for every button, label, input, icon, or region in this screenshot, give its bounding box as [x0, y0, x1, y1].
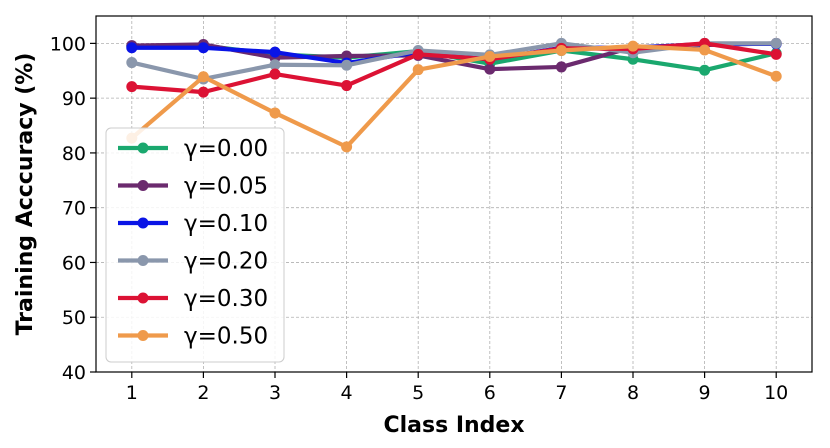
data-point: [126, 57, 138, 69]
x-tick-label: 10: [764, 382, 788, 404]
data-point: [770, 48, 782, 60]
legend-marker: [137, 180, 149, 191]
data-point: [269, 59, 281, 71]
x-tick-label: 9: [699, 382, 711, 404]
legend-label: γ=0.10: [184, 211, 268, 237]
legend-marker: [137, 217, 149, 229]
y-tick-label: 80: [62, 143, 86, 165]
legend-marker: [137, 330, 149, 341]
series-lines: [126, 37, 782, 153]
data-point: [555, 45, 567, 57]
axis-ticks: 1 2 3 4 5 6 7 8 9 10 40 50 60 70 80 90 100: [50, 33, 789, 404]
data-point: [269, 68, 281, 80]
x-tick-label: 8: [627, 382, 639, 404]
legend: γ=0.00 γ=0.05 γ=0.10 γ=0.20 γ=0.30 γ=0.50: [105, 127, 285, 363]
data-point: [412, 48, 424, 60]
data-point: [197, 42, 209, 54]
data-point: [269, 46, 281, 58]
data-point: [341, 141, 353, 153]
data-point: [197, 71, 209, 83]
x-axis-label: Class Index: [383, 413, 524, 438]
y-tick-label: 50: [62, 307, 86, 329]
y-tick-label: 90: [62, 88, 86, 110]
data-point: [699, 64, 711, 76]
data-point: [770, 70, 782, 82]
x-tick-label: 5: [412, 382, 424, 404]
series-5: [126, 40, 782, 153]
legend-label: γ=0.00: [184, 136, 268, 162]
data-point: [126, 42, 138, 54]
legend-label: γ=0.05: [184, 174, 268, 200]
legend-marker: [137, 255, 149, 266]
y-tick-label: 70: [62, 198, 86, 220]
data-point: [341, 80, 353, 92]
data-point: [627, 40, 639, 52]
legend-label: γ=0.20: [184, 249, 268, 275]
x-tick-label: 6: [484, 382, 496, 404]
data-point: [699, 44, 711, 56]
y-tick-label: 60: [62, 252, 86, 274]
legend-label: γ=0.30: [184, 286, 268, 312]
plot-frame: [95, 15, 813, 373]
data-point: [770, 37, 782, 49]
y-axis-label: Training Acccuracy (%): [13, 53, 38, 336]
x-tick-label: 2: [197, 382, 209, 404]
data-point: [197, 86, 209, 98]
data-point: [484, 63, 496, 75]
legend-marker: [137, 142, 149, 154]
data-point: [412, 64, 424, 76]
data-point: [341, 59, 353, 71]
legend-marker: [137, 292, 149, 304]
x-tick-label: 1: [126, 382, 138, 404]
x-tick-label: 4: [341, 382, 353, 404]
y-tick-label: 40: [62, 362, 86, 384]
y-tick-label: 100: [50, 33, 86, 55]
x-tick-label: 3: [269, 382, 281, 404]
data-point: [269, 107, 281, 119]
data-point: [126, 81, 138, 93]
data-point: [555, 61, 567, 73]
legend-label: γ=0.50: [184, 324, 268, 350]
series-line: [129, 44, 779, 149]
data-point: [484, 51, 496, 63]
x-tick-label: 7: [555, 382, 567, 404]
